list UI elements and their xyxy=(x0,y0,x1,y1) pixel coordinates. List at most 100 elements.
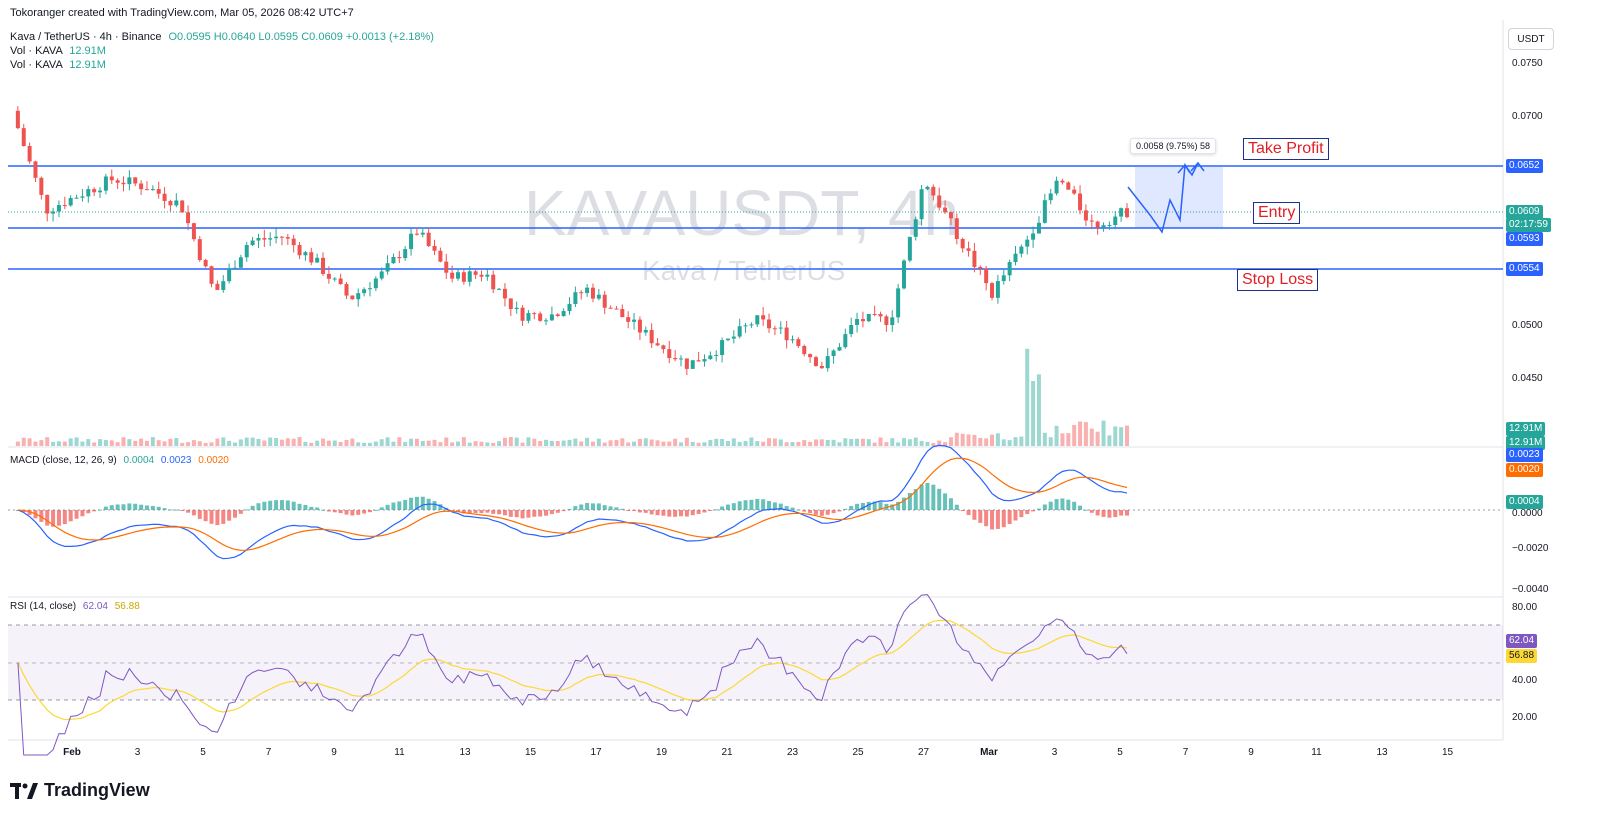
candle-body xyxy=(162,193,167,202)
macd-histogram-bar xyxy=(790,507,795,510)
volume-bar xyxy=(409,438,414,446)
candle-body xyxy=(1001,275,1006,282)
macd-histogram-bar xyxy=(221,510,226,524)
volume-bar xyxy=(432,439,437,446)
volume-bar xyxy=(1001,439,1006,446)
rsi-title: RSI (14, close) xyxy=(10,601,77,612)
candle-body xyxy=(250,240,255,246)
macd-histogram-bar xyxy=(385,504,390,510)
candle-body xyxy=(544,320,549,322)
volume-legend: Vol · KAVA 12.91M xyxy=(10,45,106,57)
volume-bar xyxy=(620,438,625,446)
volume-bar xyxy=(191,440,196,446)
candle-body xyxy=(1072,189,1077,194)
volume-bar xyxy=(1054,425,1059,446)
candle-body xyxy=(1060,180,1065,183)
macd-signal-value: 0.0020 xyxy=(198,455,229,466)
macd-histogram-bar xyxy=(643,510,648,513)
candle-body xyxy=(590,287,595,299)
volume-bar xyxy=(285,438,290,446)
macd-histogram-bar xyxy=(414,496,419,510)
macd-histogram-bar xyxy=(1113,510,1118,518)
volume-bar xyxy=(890,438,895,446)
currency-button[interactable]: USDT xyxy=(1508,28,1554,50)
volume-bar xyxy=(461,437,466,446)
chart-canvas[interactable] xyxy=(0,0,1600,770)
volume-bar xyxy=(485,442,490,446)
symbol-legend: Kava / TetherUS · 4h · Binance O0.0595 H… xyxy=(10,31,434,43)
time-tick: 11 xyxy=(394,747,405,758)
volume-bar xyxy=(1107,435,1112,446)
candle-body xyxy=(133,177,138,184)
volume-bar xyxy=(714,438,719,446)
macd-histogram-bar xyxy=(180,510,185,511)
time-tick: 7 xyxy=(1182,747,1189,758)
time-tick: 15 xyxy=(524,747,537,758)
macd-hist-value: 0.0004 xyxy=(123,455,155,466)
volume-bar xyxy=(162,441,167,446)
volume-bar xyxy=(837,442,842,446)
candle-body xyxy=(420,232,425,235)
volume-bar xyxy=(514,437,519,446)
candle-body xyxy=(98,190,103,193)
candle-body xyxy=(397,256,402,259)
macd-histogram-bar xyxy=(990,510,995,530)
candle-body xyxy=(649,329,654,344)
volume-bar xyxy=(420,440,425,446)
macd-histogram-bar xyxy=(456,510,460,512)
candle-body xyxy=(1007,262,1012,276)
macd-histogram-bar xyxy=(344,510,349,515)
volume-bar xyxy=(596,438,601,446)
macd-histogram-bar xyxy=(849,506,854,510)
stop-loss-annotation[interactable]: Stop Loss xyxy=(1237,269,1319,291)
volume-bar xyxy=(203,442,208,446)
candle-body xyxy=(907,236,912,261)
candle-body xyxy=(972,250,977,267)
macd-histogram-bar xyxy=(191,510,196,516)
macd-histogram-bar xyxy=(1007,510,1012,524)
volume-bar xyxy=(1119,427,1124,446)
take-profit-annotation[interactable]: Take Profit xyxy=(1243,138,1329,160)
chart-credit: Tokoranger created with TradingView.com,… xyxy=(10,7,354,19)
candle-body xyxy=(92,189,97,193)
candle-body xyxy=(268,238,273,240)
volume-bar xyxy=(268,437,273,446)
candle-body xyxy=(1036,222,1041,234)
volume-label-2: Vol · KAVA xyxy=(10,59,63,71)
macd-histogram-bar xyxy=(497,510,502,515)
candle-body xyxy=(843,334,848,348)
volume-bar xyxy=(168,438,173,446)
volume-bar xyxy=(679,442,683,446)
time-tick: 7 xyxy=(265,747,272,758)
volume-bar xyxy=(772,438,777,446)
candle-body xyxy=(696,360,701,362)
volume-bar xyxy=(403,442,408,446)
volume-value: 12.91M xyxy=(69,45,106,57)
tradingview-logo[interactable]: TradingView xyxy=(10,780,150,801)
macd-value: 0.0023 xyxy=(160,455,192,466)
candle-body xyxy=(1066,182,1071,190)
volume-bar xyxy=(227,440,232,446)
candle-body xyxy=(995,281,1000,298)
volume-bar xyxy=(567,439,572,446)
volume-bar xyxy=(291,438,296,446)
candle-body xyxy=(150,189,155,191)
volume-bar xyxy=(115,442,120,446)
volume-bar xyxy=(907,439,912,446)
candle-body xyxy=(215,283,220,290)
macd-histogram-bar xyxy=(684,510,689,517)
candle-body xyxy=(1119,208,1124,217)
candle-body xyxy=(238,257,243,268)
time-tick: 11 xyxy=(1311,747,1322,758)
candle-body xyxy=(890,317,895,326)
volume-bar xyxy=(1025,348,1030,446)
volume-bar xyxy=(544,439,549,446)
entry-annotation[interactable]: Entry xyxy=(1253,202,1301,224)
volume-bar xyxy=(585,437,590,446)
candle-body xyxy=(708,355,713,360)
macd-histogram-bar xyxy=(215,510,220,526)
volume-bar xyxy=(532,438,537,446)
candle-body xyxy=(784,327,789,341)
macd-histogram-bar xyxy=(1054,499,1059,510)
volume-bar xyxy=(767,438,772,446)
